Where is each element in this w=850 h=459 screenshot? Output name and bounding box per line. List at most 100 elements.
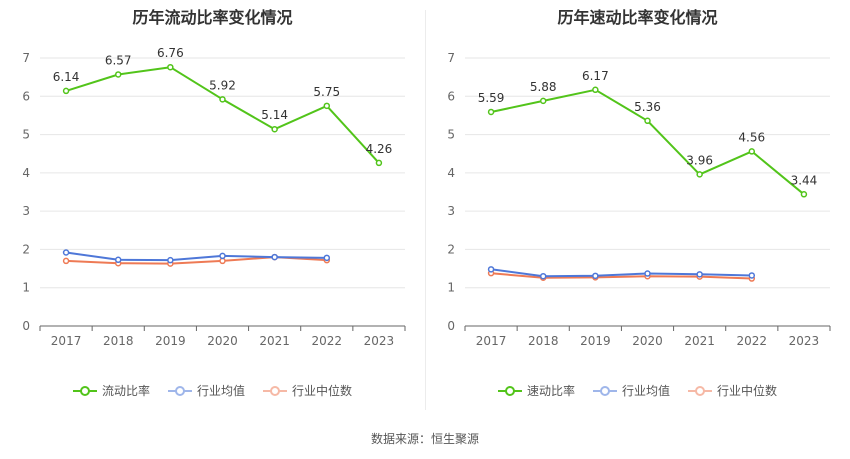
chart-legend: 速动比率 行业均值 行业中位数	[425, 382, 850, 399]
panel-divider	[425, 10, 426, 410]
x-tick-label: 2022	[312, 334, 343, 348]
data-label: 5.59	[478, 91, 505, 105]
data-point-main	[539, 97, 547, 105]
y-tick-label: 1	[447, 281, 455, 295]
data-label: 4.56	[738, 130, 765, 144]
data-point-main	[592, 86, 599, 94]
data-label: 3.96	[686, 153, 713, 167]
data-point-main	[62, 87, 70, 95]
data-label: 6.76	[157, 46, 184, 60]
legend-label: 流动比率	[101, 384, 150, 398]
data-point-main	[114, 71, 122, 78]
data-point-average	[114, 256, 122, 264]
x-tick-label: 2019	[155, 334, 186, 348]
x-tick-label: 2023	[364, 334, 395, 348]
y-tick-label: 7	[22, 51, 30, 65]
data-point-average	[487, 266, 495, 273]
data-point-average	[271, 253, 278, 261]
data-point-average	[167, 256, 174, 264]
data-point-main	[800, 191, 808, 198]
data-label: 6.14	[53, 70, 80, 84]
legend-line-marker-icon	[592, 385, 617, 396]
x-tick-label: 2017	[476, 334, 507, 348]
data-point-average	[644, 270, 651, 277]
x-tick-label: 2021	[259, 334, 290, 348]
x-tick-label: 2022	[737, 334, 768, 348]
data-point-average	[323, 254, 331, 262]
y-tick-label: 2	[22, 242, 30, 256]
x-tick-label: 2021	[684, 334, 715, 348]
series-line-average	[65, 251, 327, 262]
chart-title: 历年流动比率变化情况	[132, 8, 293, 27]
legend-line-marker-icon	[688, 385, 712, 396]
current-ratio-panel: 历年流动比率变化情况 0 1 2 3 4 5 6 7 2017 2018 2019 2020 2021 2…	[0, 0, 425, 420]
data-point-average	[748, 272, 756, 279]
legend-item-main[interactable]: 流动比率	[72, 382, 150, 399]
data-point-main	[487, 108, 495, 116]
legend-line-marker-icon	[167, 385, 192, 396]
legend-label: 行业均值	[196, 384, 245, 398]
data-label: 5.88	[530, 80, 557, 94]
x-tick-label: 2020	[207, 334, 238, 348]
data-point-main	[748, 148, 756, 155]
data-label: 6.17	[582, 69, 609, 83]
legend-label: 行业均值	[621, 384, 670, 398]
legend-line-marker-icon	[263, 385, 287, 396]
legend-label: 行业中位数	[292, 384, 353, 398]
data-label: 3.44	[791, 173, 818, 187]
series-line-median	[491, 272, 752, 280]
x-tick-label: 2020	[632, 334, 663, 348]
x-tick-label: 2018	[103, 334, 134, 348]
data-point-main	[375, 159, 383, 167]
data-label: 5.92	[209, 78, 236, 92]
data-point-main	[167, 63, 174, 71]
legend-item-main[interactable]: 速动比率	[497, 382, 575, 399]
data-label: 4.26	[366, 142, 393, 156]
x-tick-label: 2019	[580, 334, 611, 348]
legend-item-average[interactable]: 行业均值	[167, 382, 245, 399]
y-tick-label: 0	[447, 319, 455, 333]
legend-line-marker-icon	[497, 385, 522, 396]
y-tick-label: 7	[447, 51, 455, 65]
data-point-main	[696, 171, 703, 178]
data-point-main	[644, 117, 651, 125]
data-point-average	[62, 249, 70, 256]
data-point-main	[323, 102, 331, 110]
x-tick-label: 2018	[528, 334, 559, 348]
quick-ratio-chart: 0 1 2 3 4 5 6 7 2017 2018 2019 2020 2021 2022 2023 5.59…	[447, 51, 831, 348]
legend-line-marker-icon	[72, 385, 97, 396]
data-point-average	[592, 272, 599, 280]
data-point-median	[62, 257, 70, 265]
chart-title: 历年速动比率变化情况	[557, 8, 718, 27]
y-tick-label: 5	[22, 128, 30, 142]
legend-item-median[interactable]: 行业中位数	[688, 382, 777, 399]
y-tick-label: 6	[447, 89, 455, 103]
data-label: 5.14	[261, 108, 288, 122]
series-line-average	[490, 268, 752, 278]
y-tick-label: 4	[22, 166, 30, 180]
x-tick-label: 2023	[789, 334, 820, 348]
legend-item-median[interactable]: 行业中位数	[263, 382, 352, 399]
quick-ratio-panel: 历年速动比率变化情况 0 1 2 3 4 5 6 7 2017 2018 2019 2020 2021 2…	[425, 0, 850, 420]
data-point-average	[539, 272, 547, 280]
y-tick-label: 5	[447, 128, 455, 142]
data-label: 5.75	[313, 85, 340, 99]
legend-item-average[interactable]: 行业均值	[592, 382, 670, 399]
data-point-main	[271, 125, 278, 133]
y-tick-label: 6	[22, 89, 30, 103]
current-ratio-chart: 0 1 2 3 4 5 6 7 2017 2018 2019 2020 2021 2022 2023 6.14…	[22, 46, 406, 348]
y-tick-label: 3	[447, 204, 455, 218]
x-tick-label: 2017	[51, 334, 82, 348]
data-point-average	[219, 252, 226, 260]
y-tick-label: 1	[22, 281, 30, 295]
data-point-main	[219, 96, 226, 103]
chart-legend: 流动比率 行业均值 行业中位数	[0, 382, 425, 399]
data-label: 6.57	[105, 53, 132, 67]
y-tick-label: 3	[22, 204, 30, 218]
y-tick-label: 2	[447, 242, 455, 256]
legend-label: 行业中位数	[717, 384, 778, 398]
legend-label: 速动比率	[526, 384, 575, 398]
y-tick-label: 4	[447, 166, 455, 180]
y-tick-label: 0	[22, 319, 30, 333]
